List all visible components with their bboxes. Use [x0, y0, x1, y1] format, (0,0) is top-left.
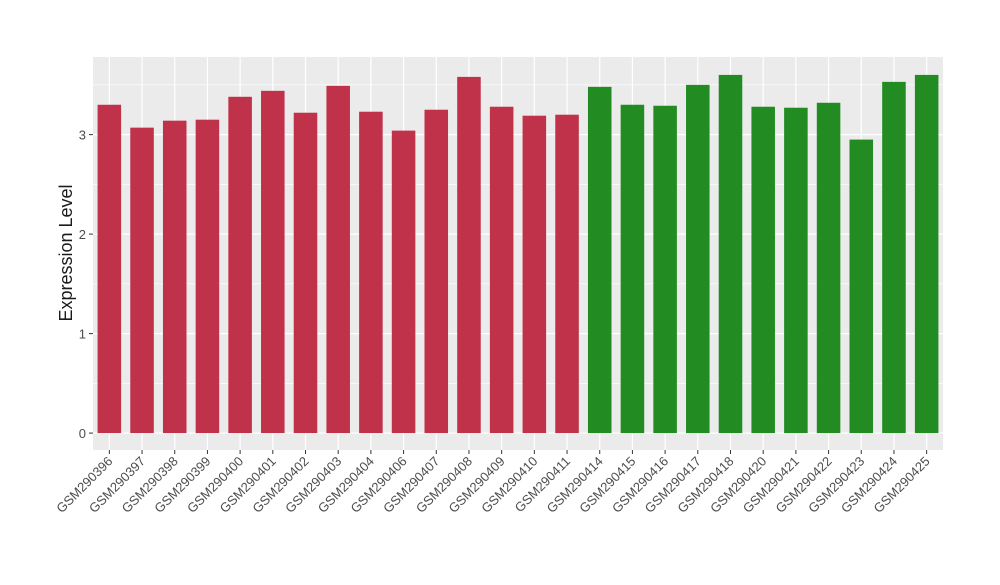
y-axis: 0 1 2 3: [79, 128, 93, 441]
bar-gsm290407: [424, 109, 449, 434]
y-axis-title: Expression Level: [56, 184, 76, 321]
bar-gsm290403: [326, 85, 350, 434]
bar-gsm290398: [162, 120, 187, 434]
bars: [97, 74, 939, 434]
bar-gsm290423: [849, 139, 874, 434]
bar-gsm290420: [751, 106, 775, 434]
bar-gsm290416: [653, 105, 677, 434]
y-tick-label: 0: [79, 426, 86, 441]
bar-gsm290401: [261, 90, 285, 434]
bar-gsm290418: [718, 74, 743, 434]
bar-gsm290417: [686, 84, 710, 434]
bar-gsm290414: [587, 86, 612, 434]
plot-panel: [93, 57, 943, 450]
x-axis: GSM290396GSM290397GSM290398GSM290399GSM2…: [53, 450, 933, 516]
bar-gsm290396: [97, 104, 122, 434]
y-tick-label: 3: [79, 128, 86, 143]
y-tick-label: 1: [79, 327, 86, 342]
bar-gsm290411: [555, 114, 579, 434]
bar-gsm290410: [522, 115, 547, 434]
bar-gsm290399: [195, 119, 220, 434]
bar-gsm290415: [620, 104, 645, 434]
bar-gsm290425: [914, 74, 939, 434]
bar-gsm290409: [489, 106, 514, 434]
bar-gsm290421: [784, 107, 808, 434]
bar-gsm290424: [882, 81, 906, 434]
bar-gsm290408: [457, 76, 481, 434]
y-tick-label: 2: [79, 227, 86, 242]
bar-gsm290397: [130, 127, 154, 434]
bar-gsm290406: [391, 130, 416, 434]
bar-gsm290422: [816, 102, 841, 434]
bar-gsm290400: [228, 96, 252, 434]
bar-gsm290402: [293, 112, 318, 434]
bar-gsm290404: [359, 111, 383, 434]
